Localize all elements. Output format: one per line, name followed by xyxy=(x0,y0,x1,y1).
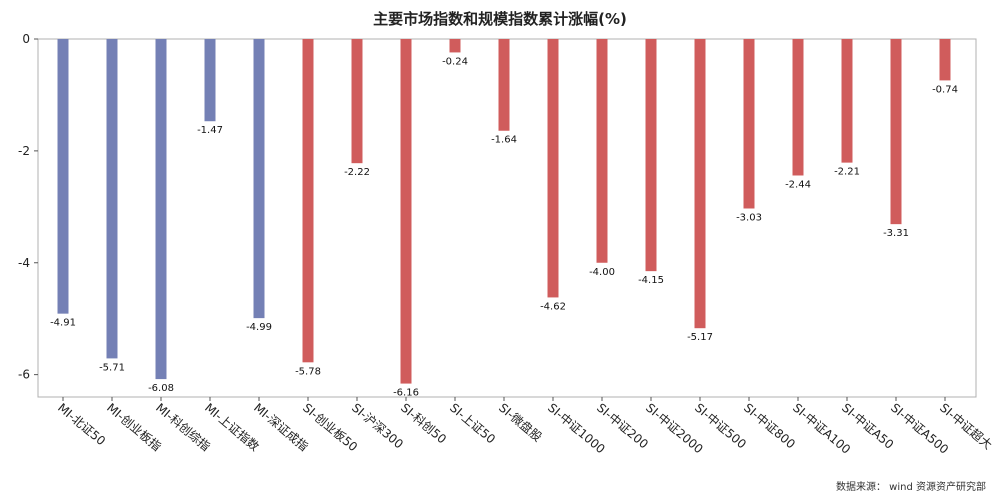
bar xyxy=(351,39,363,164)
chart-title: 主要市场指数和规模指数累计涨幅(%) xyxy=(373,10,627,28)
data-label: -2.22 xyxy=(344,167,370,178)
bar xyxy=(106,39,118,359)
data-label: -0.24 xyxy=(442,56,468,67)
bar xyxy=(890,39,902,225)
bar xyxy=(841,39,853,163)
x-tick-label: MI-北证50 xyxy=(55,401,108,449)
bar xyxy=(939,39,951,81)
bar xyxy=(57,39,69,314)
data-label: -2.21 xyxy=(834,167,860,178)
y-tick-label: -6 xyxy=(18,368,30,382)
bar xyxy=(302,39,314,363)
data-label: -5.17 xyxy=(687,332,713,343)
x-tick-label: SI-微盘股 xyxy=(496,400,545,445)
bar xyxy=(204,39,216,122)
bar xyxy=(645,39,657,272)
x-tick-label: SI-上证50 xyxy=(447,401,498,447)
data-label: -3.03 xyxy=(736,212,762,223)
data-label: -4.91 xyxy=(50,318,76,329)
data-label: -2.44 xyxy=(785,179,811,190)
y-tick-label: -4 xyxy=(18,256,30,270)
y-tick-label: 0 xyxy=(22,32,30,46)
y-tick-label: -2 xyxy=(18,144,30,158)
bar xyxy=(253,39,265,319)
data-label: -6.08 xyxy=(148,383,174,394)
data-label: -0.74 xyxy=(932,84,958,95)
bar xyxy=(792,39,804,176)
source-note: 数据来源： wind 资源资产研究部 xyxy=(836,482,986,493)
bar xyxy=(449,39,461,53)
data-label: -4.15 xyxy=(638,275,664,286)
data-label: -4.00 xyxy=(589,267,615,278)
data-label: -4.99 xyxy=(246,322,272,333)
data-label: -3.31 xyxy=(883,228,909,239)
data-label: -5.71 xyxy=(99,362,125,373)
data-label: -1.64 xyxy=(491,135,517,146)
bar xyxy=(155,39,167,380)
bar xyxy=(400,39,412,384)
data-label: -5.78 xyxy=(295,366,321,377)
data-label: -1.47 xyxy=(197,125,223,136)
data-label: -4.62 xyxy=(540,301,566,312)
bar xyxy=(596,39,608,263)
bar xyxy=(694,39,706,329)
bar xyxy=(743,39,755,209)
bar xyxy=(547,39,559,298)
data-label: -6.16 xyxy=(393,388,419,399)
bar xyxy=(498,39,510,131)
x-tick-label: SI-中证800 xyxy=(741,400,798,452)
